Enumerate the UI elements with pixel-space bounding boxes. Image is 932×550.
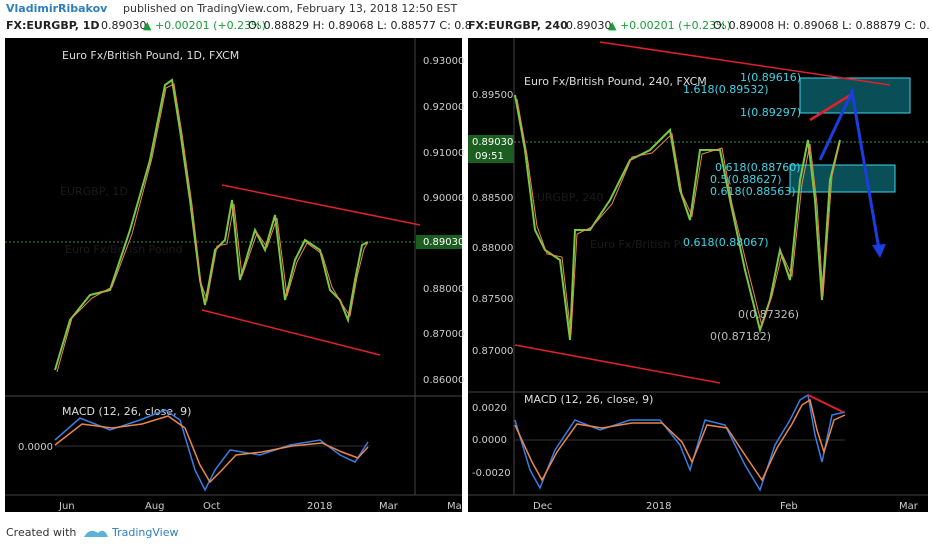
symbol: FX:EURGBP, 1D [6, 19, 100, 32]
price-tick: 0.91000 [423, 148, 464, 159]
symbol: FX:EURGBP, 240 [468, 19, 568, 32]
price-badge [416, 235, 462, 249]
price-tick: 0.93000 [423, 56, 464, 67]
change: ▲ +0.00201 (+0.23%) [608, 19, 731, 32]
fib-label: 0(0.87326) [738, 308, 799, 321]
panel-bg [5, 38, 462, 512]
price-series [54, 78, 369, 371]
price: 0.89030 [566, 19, 612, 32]
left-chart: EURGBP, 1D Euro Fx/British Pound Euro Fx… [5, 38, 464, 512]
fib-label: 0.618(0.88067) [683, 236, 769, 249]
chart-title: Euro Fx/British Pound, 240, FXCM [524, 75, 707, 88]
x-label: Dec [533, 501, 552, 512]
watermark-sub: Euro Fx/British Pound [590, 238, 708, 251]
price-tick: 0.88000 [423, 284, 464, 295]
footer-text: Created with [6, 526, 76, 539]
x-label: 2018 [646, 501, 671, 512]
fib-label: 0.618(0.88563) [710, 185, 796, 198]
price-tick: 0.89500 [472, 90, 513, 101]
fib-label: 1.618(0.89532) [683, 83, 769, 96]
trendline [599, 41, 891, 86]
macd-tick: 0.0000 [472, 435, 507, 446]
author[interactable]: VladimirRibakov [6, 2, 108, 15]
macd-label: MACD (12, 26, close, 9) [524, 393, 653, 406]
price-tick: 0.92000 [423, 102, 464, 113]
macd-line [54, 409, 369, 492]
macd-label: MACD (12, 26, close, 9) [62, 405, 191, 418]
current-price: 0.89030 [472, 137, 513, 148]
arrow [807, 394, 844, 413]
macd-tick: 0.0000 [18, 442, 53, 453]
brand[interactable]: TradingView [111, 526, 178, 539]
x-label: Ma [447, 501, 462, 512]
price-tick: 0.87000 [472, 346, 513, 357]
x-label: Aug [145, 501, 165, 512]
fib-label: 1(0.89297) [740, 106, 801, 119]
price-tick: 0.90000 [423, 193, 464, 204]
macd-tick: -0.0020 [472, 468, 511, 479]
fib-label: 1(0.89616) [740, 71, 801, 84]
current-price: 0.89030 [423, 237, 464, 248]
fib-zone [789, 164, 896, 193]
trendline [221, 184, 421, 226]
trendline [201, 309, 381, 356]
arrow [809, 92, 853, 122]
x-label: Feb [780, 501, 798, 512]
ohlc: O: 0.89008 H: 0.89068 L: 0.88879 C: 0. [713, 19, 930, 32]
price-series [516, 98, 841, 336]
fib-label: 0.618(0.88760) [715, 161, 801, 174]
price-series [56, 83, 369, 373]
arrow-head [872, 244, 886, 258]
change: ▲ +0.00201 (+0.23%) [143, 19, 266, 32]
price-tick: 0.88500 [472, 193, 513, 204]
countdown: 09:51 [475, 151, 504, 162]
price-badge [468, 135, 514, 163]
price-tick: 0.87000 [423, 329, 464, 340]
watermark: EURGBP, 240 [530, 191, 603, 204]
arrow [818, 87, 882, 256]
x-label: 2018 [307, 501, 332, 512]
panel-bg [468, 38, 928, 512]
price-series [514, 94, 841, 341]
x-label: Mar [899, 501, 919, 512]
signal-line [514, 398, 846, 482]
trendline [514, 344, 721, 384]
publish-info: published on TradingView.com, February 1… [123, 2, 457, 15]
x-label: Oct [203, 501, 220, 512]
chart-title: Euro Fx/British Pound, 1D, FXCM [62, 49, 239, 62]
right-chart: EURGBP, 240 Euro Fx/British Pound Euro F… [468, 38, 928, 512]
ohlc: O: 0.88829 H: 0.89068 L: 0.88577 C: 0.8 [248, 19, 472, 32]
price-tick: 0.88000 [472, 243, 513, 254]
macd-tick: 0.0020 [472, 403, 507, 414]
macd-line [514, 393, 846, 492]
fib-label: 0.5(0.88627) [710, 173, 782, 186]
fib-label: 0(0.87182) [710, 330, 771, 343]
price-tick: 0.87500 [472, 294, 513, 305]
signal-line [54, 415, 369, 484]
price: 0.89030 [101, 19, 147, 32]
watermark: EURGBP, 1D [60, 185, 128, 198]
logo [84, 530, 108, 537]
x-label: Jun [58, 501, 75, 512]
price-tick: 0.86000 [423, 375, 464, 386]
x-label: Mar [379, 501, 399, 512]
